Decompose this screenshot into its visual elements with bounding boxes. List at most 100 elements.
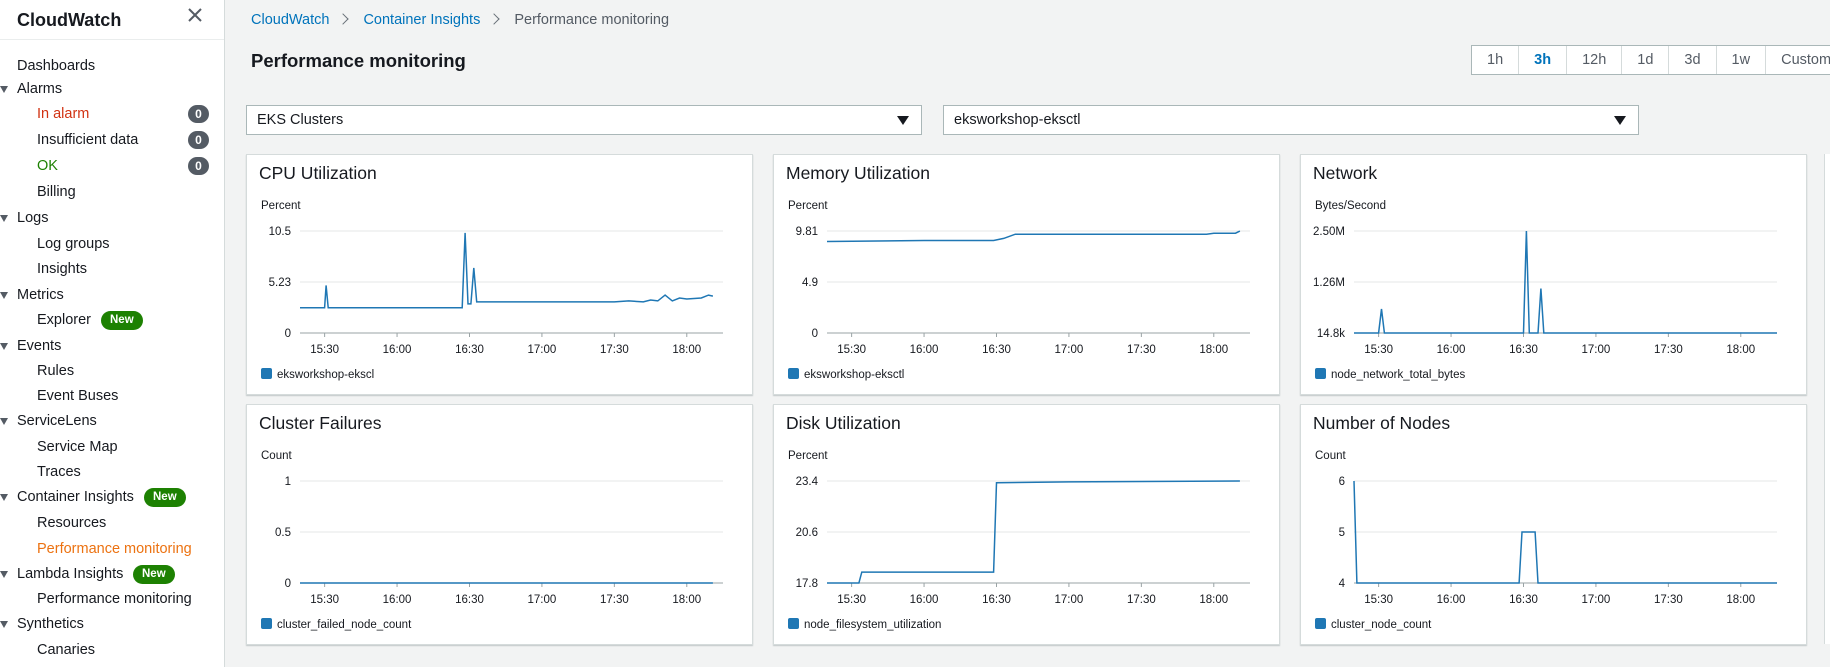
y-tick-label: 0: [812, 328, 818, 340]
caret-down-icon: [1614, 116, 1626, 125]
sidebar-item-label: OK: [37, 158, 58, 174]
sidebar-item-events[interactable]: Events: [0, 336, 224, 356]
sidebar-item-label: Synthetics: [17, 616, 84, 632]
y-unit-label: Percent: [261, 200, 301, 212]
x-tick-label: 16:00: [383, 594, 412, 606]
x-tick-label: 17:30: [1654, 594, 1683, 606]
legend-label: node_network_total_bytes: [1331, 369, 1466, 381]
caret-down-icon[interactable]: [0, 86, 8, 93]
sidebar-item-synthetics[interactable]: Synthetics: [0, 614, 224, 634]
sidebar-item-metrics[interactable]: Metrics: [0, 285, 224, 305]
sidebar-item-label: Resources: [37, 515, 107, 531]
sidebar-item-alarms[interactable]: Alarms: [0, 79, 224, 99]
legend[interactable]: cluster_failed_node_count: [261, 618, 411, 631]
x-tick-label: 16:00: [383, 344, 412, 356]
time-range-custom[interactable]: Custom: [1766, 46, 1830, 74]
widget-number-of-nodes[interactable]: Count 6 5 4 15:30 16:00 16:30 17:00 17:30 18:00 Nu…: [1300, 404, 1807, 645]
legend[interactable]: node_network_total_bytes: [1315, 368, 1465, 381]
sidebar-item-performance-monitoring[interactable]: Performance monitoring: [0, 589, 224, 609]
sidebar-item-label: Service Map: [37, 439, 118, 455]
time-range-3h[interactable]: 3h: [1519, 46, 1568, 74]
sidebar-item-container-insights[interactable]: Container Insights New: [0, 487, 224, 507]
sidebar-item-event-buses[interactable]: Event Buses: [0, 386, 224, 406]
new-badge: New: [101, 311, 143, 330]
series-line[interactable]: [300, 232, 714, 309]
widget-cluster-failures[interactable]: Count 1 0.5 0 15:30 16:00 16:30 17:00 17:30 18:00…: [246, 404, 753, 645]
count-badge: 0: [188, 105, 209, 123]
caret-down-icon[interactable]: [0, 343, 8, 350]
sidebar-item-ok[interactable]: OK 0: [0, 156, 224, 176]
widget-cpu-utilization[interactable]: Percent 10.5 5.23 0 15:30 16:00 16:30 17:00 17:3…: [246, 154, 753, 395]
sidebar-item-resources[interactable]: Resources: [0, 513, 224, 533]
sidebar-item-canaries[interactable]: Canaries: [0, 640, 224, 660]
legend-label: node_filesystem_utilization: [804, 619, 942, 631]
sidebar-item-label: Log groups: [37, 236, 110, 252]
caret-down-icon[interactable]: [0, 494, 8, 501]
y-tick-label: 20.6: [796, 527, 818, 539]
sidebar-item-performance-monitoring[interactable]: Performance monitoring: [0, 539, 224, 559]
y-tick-label: 2.50M: [1313, 226, 1345, 238]
x-tick-label: 16:00: [910, 344, 939, 356]
sidebar-item-label: Dashboards: [17, 58, 96, 74]
time-range-1w[interactable]: 1w: [1717, 46, 1767, 74]
sidebar-item-explorer[interactable]: Explorer New: [0, 310, 224, 330]
sidebar-item-lambda-insights[interactable]: Lambda Insights New: [0, 564, 224, 584]
x-tick-label: 15:30: [837, 344, 866, 356]
sidebar-item-insufficient-data[interactable]: Insufficient data 0: [0, 130, 224, 150]
chart-number-of-nodes: Count 6 5 4 15:30 16:00 16:30 17:00 17:30 18:00: [1315, 450, 1777, 606]
breadcrumb-cloudwatch[interactable]: CloudWatch: [251, 12, 330, 28]
breadcrumb: CloudWatch Container Insights Performance …: [251, 11, 669, 29]
cluster-select[interactable]: eksworkshop-eksctl: [943, 105, 1639, 135]
sidebar-item-label: Performance monitoring: [37, 591, 192, 607]
sidebar-item-rules[interactable]: Rules: [0, 361, 224, 381]
widget-title: CPU Utilization: [259, 163, 377, 183]
breadcrumb-container-insights[interactable]: Container Insights: [363, 12, 481, 28]
sidebar-item-logs[interactable]: Logs: [0, 208, 224, 228]
legend[interactable]: node_filesystem_utilization: [788, 618, 941, 631]
caret-down-icon[interactable]: [0, 418, 8, 425]
caret-down-icon[interactable]: [0, 571, 8, 578]
time-range-12h[interactable]: 12h: [1567, 46, 1623, 74]
caret-down-icon[interactable]: [0, 292, 8, 299]
widget-disk-utilization[interactable]: Percent 23.4 20.6 17.8 15:30 16:00 16:30 17:00 1…: [773, 404, 1280, 645]
widget-network[interactable]: Bytes/Second 2.50M 1.26M 14.8k 15:30 16:00 16:…: [1300, 154, 1807, 395]
caret-down-icon[interactable]: [0, 621, 8, 628]
sidebar-item-in-alarm[interactable]: In alarm 0: [0, 104, 224, 124]
time-range-3d[interactable]: 3d: [1669, 46, 1717, 74]
legend[interactable]: eksworkshop-eksctl: [788, 368, 904, 381]
caret-down-icon[interactable]: [0, 215, 8, 222]
sidebar-item-servicelens[interactable]: ServiceLens: [0, 411, 224, 431]
sidebar-item-service-map[interactable]: Service Map: [0, 437, 224, 457]
sidebar-item-insights[interactable]: Insights: [0, 259, 224, 279]
sidebar-item-label: Rules: [37, 363, 75, 379]
time-range-1d[interactable]: 1d: [1622, 46, 1670, 74]
x-tick-label: 16:30: [1509, 344, 1538, 356]
series-line[interactable]: [1354, 230, 1777, 334]
series-line[interactable]: [1353, 480, 1777, 584]
time-range-1h[interactable]: 1h: [1472, 46, 1520, 74]
sidebar-item-label: Alarms: [17, 81, 63, 97]
sidebar-item-traces[interactable]: Traces: [0, 462, 224, 482]
series-line[interactable]: [826, 230, 1241, 243]
sidebar-item-dashboards[interactable]: Dashboards: [0, 56, 224, 76]
y-tick-label: 5: [1339, 527, 1345, 539]
x-tick-label: 18:00: [1726, 344, 1755, 356]
sidebar-item-billing[interactable]: Billing: [0, 182, 224, 202]
y-tick-label: 23.4: [796, 476, 819, 488]
count-badge: 0: [188, 131, 209, 149]
legend[interactable]: eksworkshop-ekscl: [261, 368, 374, 381]
new-badge: New: [144, 488, 186, 507]
legend-label: eksworkshop-eksctl: [804, 369, 905, 381]
legend[interactable]: cluster_node_count: [1315, 618, 1431, 631]
x-tick-label: 17:00: [1055, 344, 1084, 356]
sidebar-item-label: ServiceLens: [17, 413, 97, 429]
x-tick-label: 17:30: [1127, 594, 1156, 606]
sidebar-item-log-groups[interactable]: Log groups: [0, 234, 224, 254]
x-tick-label: 18:00: [1199, 594, 1228, 606]
series-line[interactable]: [827, 480, 1240, 584]
x-tick-label: 16:30: [1509, 594, 1538, 606]
widget-memory-utilization[interactable]: Percent 9.81 4.9 0 15:30 16:00 16:30 17:00 17:30…: [773, 154, 1280, 395]
close-icon[interactable]: [186, 6, 204, 24]
x-tick-label: 17:30: [600, 594, 629, 606]
resource-type-select[interactable]: EKS Clusters: [246, 105, 922, 135]
